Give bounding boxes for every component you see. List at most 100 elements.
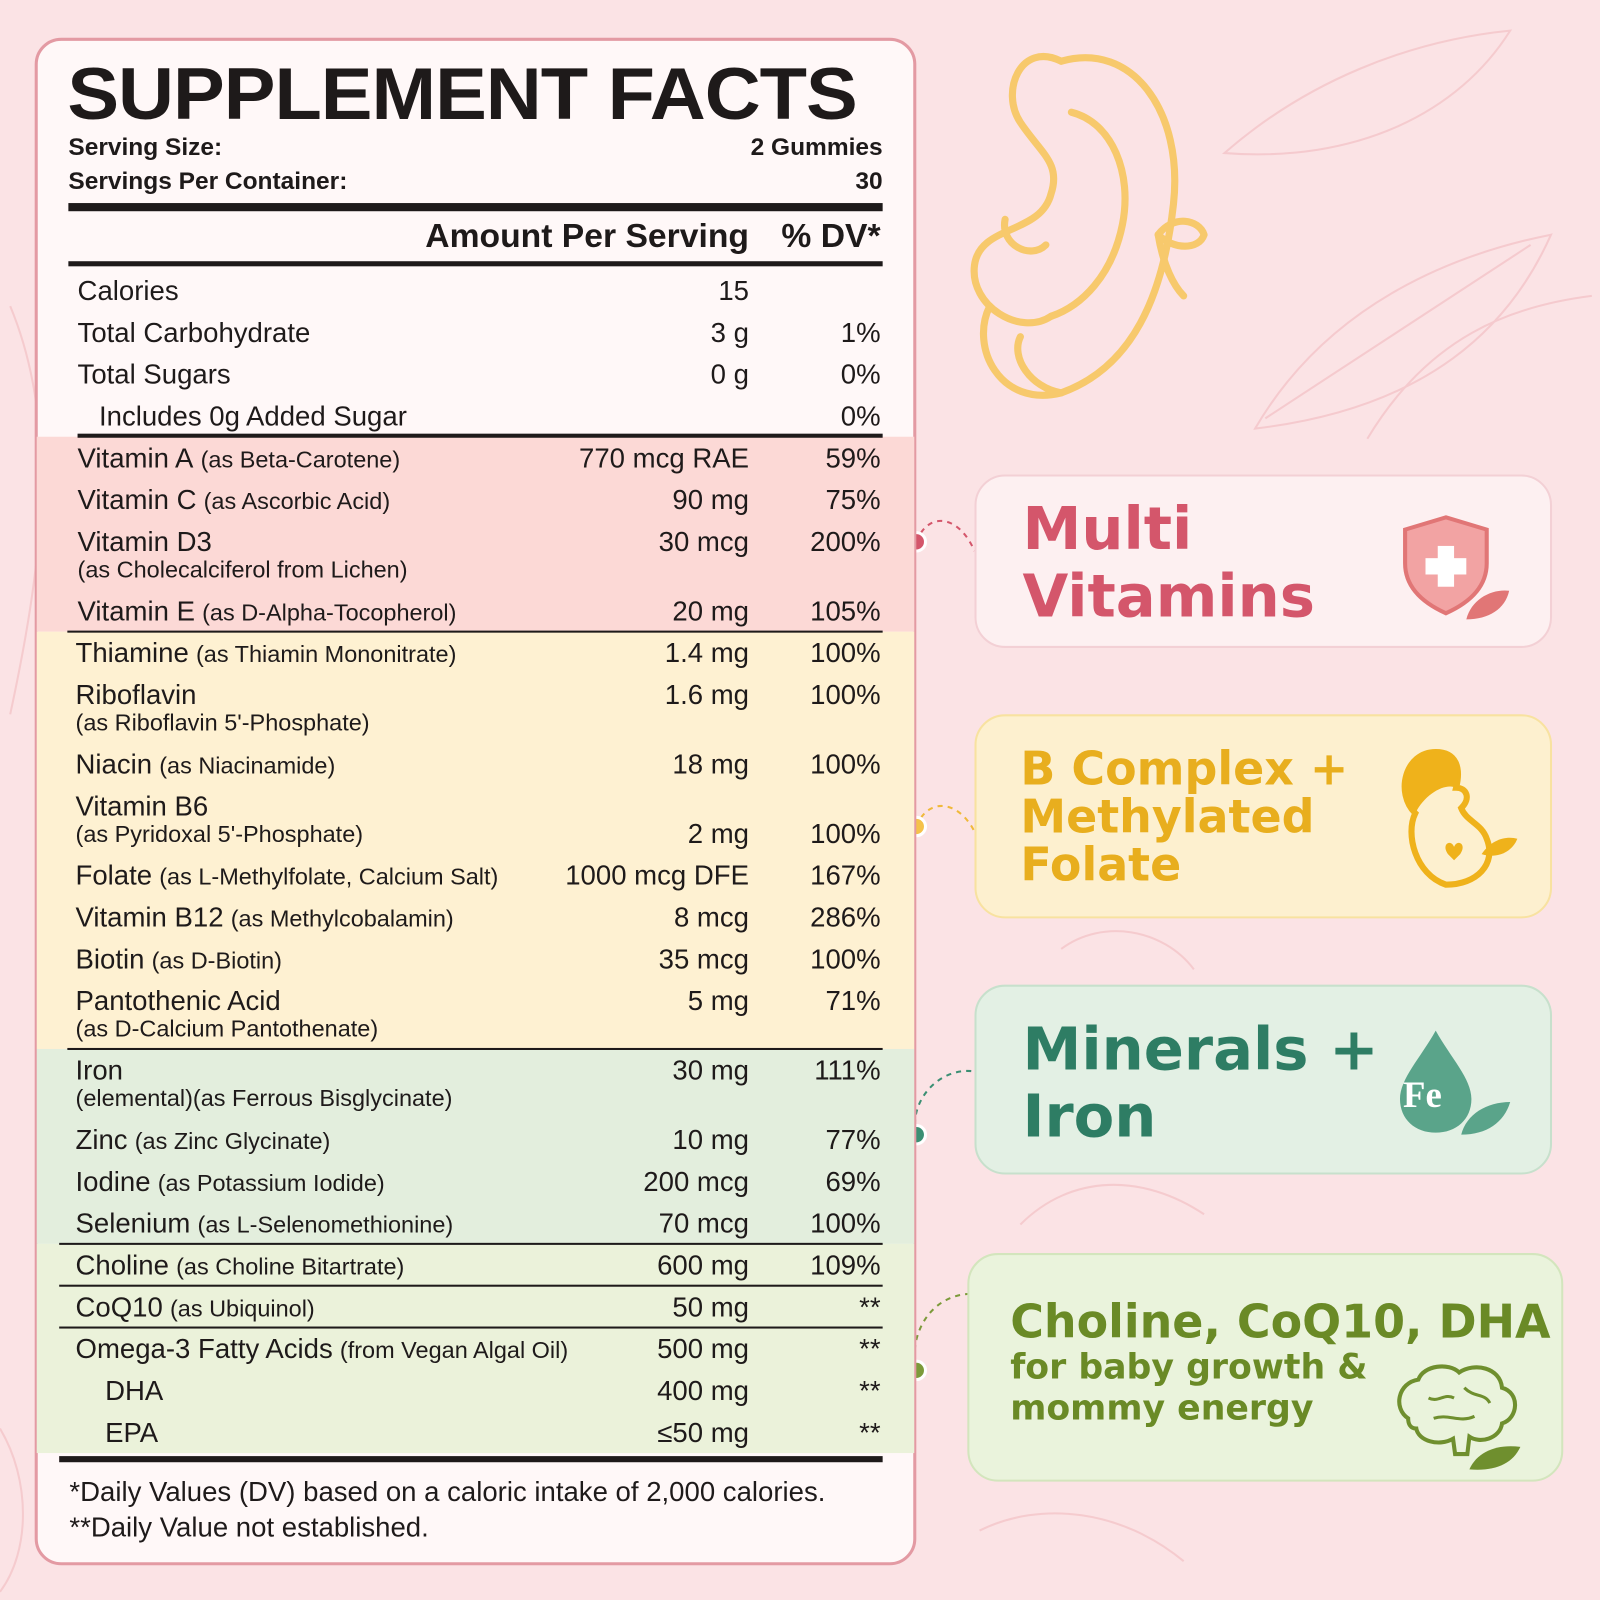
daily-value: **: [859, 1375, 881, 1407]
daily-value: 111%: [814, 1055, 881, 1086]
daily-value: 100%: [810, 637, 881, 669]
amount: 15: [718, 275, 749, 307]
row-name: Vitamin B12 (as Methylcobalamin): [76, 900, 454, 935]
daily-value: **: [859, 1417, 881, 1448]
rule: [67, 630, 883, 633]
nutrient-name: Vitamin A: [77, 442, 194, 474]
row-name: Pantothenic Acid: [76, 984, 281, 1019]
nutrient-note: (as Riboflavin 5'-Phosphate): [75, 709, 370, 736]
rule: [59, 1242, 883, 1245]
icon-text: Fe: [1403, 1074, 1442, 1116]
row-name: Niacin (as Niacinamide): [76, 747, 336, 782]
servings-value: 30: [855, 167, 883, 195]
servings-label: Servings Per Container:: [68, 167, 348, 195]
rule: [67, 1047, 883, 1050]
daily-value: 105%: [810, 595, 881, 627]
nutrient-note: (as Thiamin Mononitrate): [195, 640, 457, 668]
nutrient-note: (as Choline Bitartrate): [176, 1253, 405, 1280]
amount: 1.4 mg: [664, 637, 749, 669]
daily-value: 167%: [810, 860, 881, 891]
nutrient-note: (as Beta-Carotene): [200, 445, 401, 473]
title-line: B Complex +: [1020, 741, 1349, 796]
title-line: Minerals +: [1022, 1014, 1379, 1084]
nutrient-note: (as Cholecalciferol from Lichen): [77, 556, 408, 583]
daily-value: **: [859, 1333, 881, 1365]
nutrient-name: Total Sugars: [77, 359, 231, 390]
rule: [68, 203, 883, 212]
amount: 2 mg: [687, 818, 749, 849]
header-dv: % DV*: [781, 216, 881, 255]
nutrient-name: Vitamin B12: [75, 902, 224, 933]
daily-value: 71%: [825, 985, 881, 1017]
nutrient-note: (as L-Selenomethionine): [197, 1211, 454, 1238]
nutrient-name: Pantothenic Acid: [75, 985, 281, 1017]
title-line: Folate: [1020, 837, 1182, 892]
pregnant-icon: [1401, 748, 1518, 888]
nutrient-name: Includes 0g Added Sugar: [98, 401, 407, 432]
row-name: Total Carbohydrate: [78, 315, 311, 350]
row-name: Vitamin E (as D-Alpha-Tocopherol): [78, 594, 457, 629]
amount: 18 mg: [672, 748, 749, 780]
row-name: Includes 0g Added Sugar: [99, 399, 407, 434]
row-name: CoQ10 (as Ubiquinol): [76, 1290, 315, 1325]
row-name: DHA: [105, 1373, 163, 1408]
brain-icon: [1397, 1364, 1521, 1470]
nutrient-name: EPA: [105, 1417, 159, 1448]
amount: 90 mg: [672, 484, 749, 516]
row-name: Iodine (as Potassium Iodide): [76, 1164, 385, 1199]
nutrient-name: Iodine: [75, 1166, 151, 1197]
row-name: Calories: [78, 273, 179, 308]
nutrient-note: (as D-Biotin): [151, 946, 282, 974]
header-amount: Amount Per Serving: [425, 216, 749, 255]
serving-size-value: 2 Gummies: [750, 133, 883, 162]
rule: [59, 1326, 883, 1329]
nutrient-note: (as Niacinamide): [159, 752, 336, 779]
amount: 50 mg: [672, 1291, 749, 1323]
nutrient-name: Biotin: [75, 943, 145, 975]
daily-value: 1%: [840, 317, 881, 348]
daily-value: 59%: [825, 442, 881, 474]
nutrient-name: Folate: [75, 860, 153, 891]
row-name: Riboflavin: [76, 678, 197, 713]
nutrient-name: Thiamine: [75, 637, 189, 669]
iron-drop-icon: [1399, 1030, 1511, 1135]
daily-value: 100%: [810, 679, 881, 711]
callout-subtitle: for baby growth & mommy energy: [1010, 1347, 1367, 1429]
amount: 400 mg: [657, 1375, 749, 1407]
amount: 30 mg: [672, 1055, 749, 1086]
row-name: Omega-3 Fatty Acids (from Vegan Algal Oil…: [76, 1332, 569, 1367]
daily-value: 100%: [810, 1208, 881, 1239]
nutrient-note: (elemental)(as Ferrous Bisglycinate): [75, 1084, 453, 1112]
rule: [77, 433, 883, 438]
amount: 200 mcg: [643, 1166, 749, 1197]
daily-value: 100%: [810, 818, 881, 849]
nutrient-name: Riboflavin: [75, 679, 197, 711]
section-band: [36, 1243, 915, 1454]
nutrient-name: Vitamin C: [77, 484, 197, 516]
title-line: Methylated: [1020, 789, 1315, 844]
daily-value: **: [859, 1291, 881, 1323]
nutrient-name: Zinc: [75, 1124, 128, 1156]
section-band: [36, 631, 915, 1049]
serving-size-label: Serving Size:: [68, 133, 223, 162]
amount: 35 mcg: [658, 943, 749, 975]
footnote: **Daily Value not established.: [69, 1512, 429, 1543]
daily-value: 0%: [840, 401, 881, 432]
amount: 600 mg: [657, 1249, 749, 1281]
callout-title: B Complex + Methylated Folate: [1020, 745, 1348, 889]
nutrient-note: (as Potassium Iodide): [157, 1169, 385, 1196]
nutrient-name: Vitamin B6: [75, 790, 209, 822]
amount: 3 g: [710, 317, 749, 348]
amount: 5 mg: [687, 985, 749, 1017]
nutrient-name: Niacin: [75, 748, 153, 780]
daily-value: 75%: [825, 484, 881, 516]
row-name: Selenium (as L-Selenomethionine): [76, 1206, 454, 1241]
amount: 1.6 mg: [664, 679, 749, 711]
nutrient-name: Omega-3 Fatty Acids: [75, 1333, 333, 1365]
amount: 8 mcg: [673, 902, 749, 933]
daily-value: 69%: [825, 1166, 881, 1197]
section-band: [36, 1048, 915, 1244]
row-name: Iron: [76, 1053, 123, 1088]
subtitle-line: mommy energy: [1010, 1387, 1314, 1429]
